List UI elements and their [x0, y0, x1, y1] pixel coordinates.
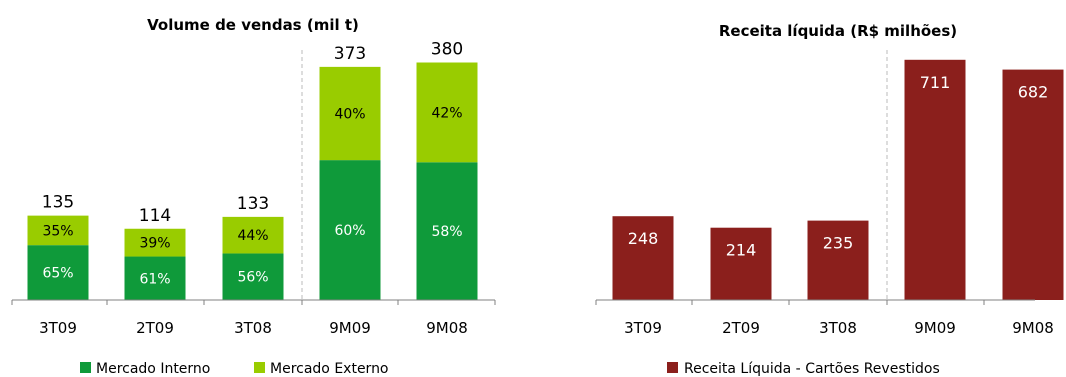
x-tick-9M08: 9M08: [426, 319, 468, 337]
bar-mercado-interno-3T09: [27, 245, 89, 300]
bar-mercado-externo-9M08: [416, 62, 478, 163]
x-tick-receita-2T09: 2T09: [722, 319, 760, 337]
bar-receita-3T09: [612, 216, 674, 300]
total-label-3T09: 135: [42, 193, 74, 213]
label-mercado-externo-3T08: 44%: [237, 228, 268, 244]
receita-bars: 248 214 235 711 682: [612, 59, 1064, 300]
x-tick-receita-9M08: 9M08: [1012, 319, 1054, 337]
label-mercado-externo-9M09: 40%: [334, 107, 365, 123]
volume-chart-title: Volume de vendas (mil t): [147, 16, 359, 34]
legend-swatch-mercado-interno: [80, 362, 91, 373]
label-receita-9M09: 711: [920, 73, 951, 92]
bar-receita-9M08: [1002, 69, 1064, 300]
bar-mercado-externo-3T09: [27, 215, 89, 246]
label-mercado-interno-3T09: 65%: [42, 266, 73, 282]
label-mercado-interno-9M09: 60%: [334, 223, 365, 239]
volume-chart: Volume de vendas (mil t) 65% 35% 135 61% 39%…: [11, 16, 496, 377]
receita-chart-title: Receita líquida (R$ milhões): [719, 22, 957, 40]
legend-label-mercado-externo: Mercado Externo: [270, 361, 389, 377]
total-label-9M09: 373: [334, 44, 366, 64]
label-mercado-interno-3T08: 56%: [237, 270, 268, 286]
volume-bars: 65% 35% 135 61% 39% 114 56% 44% 133 60% 40% 373 58% 4…: [27, 40, 478, 300]
volume-legend: Mercado Interno Mercado Externo: [80, 361, 389, 377]
label-mercado-interno-2T09: 61%: [139, 271, 170, 287]
legend-swatch-mercado-externo: [254, 362, 265, 373]
x-tick-2T09: 2T09: [136, 319, 174, 337]
bar-mercado-externo-2T09: [124, 228, 186, 257]
legend-swatch-receita: [667, 362, 678, 373]
receita-ticks: 3T09 2T09 3T08 9M09 9M08: [595, 300, 1054, 337]
bar-receita-2T09: [710, 227, 772, 300]
bar-receita-9M09: [904, 59, 966, 300]
legend-label-mercado-interno: Mercado Interno: [96, 361, 210, 377]
receita-legend: Receita Líquida - Cartões Revestidos: [667, 361, 940, 377]
bar-mercado-interno-3T08: [222, 253, 284, 300]
total-label-2T09: 114: [139, 206, 171, 226]
label-receita-3T08: 235: [823, 234, 854, 253]
total-label-9M08: 380: [431, 40, 463, 60]
label-mercado-externo-9M08: 42%: [431, 105, 462, 121]
label-receita-9M08: 682: [1018, 83, 1049, 102]
bar-mercado-interno-9M09: [319, 160, 381, 300]
receita-chart: Receita líquida (R$ milhões) 248 214 235 71…: [595, 22, 1064, 377]
label-mercado-externo-3T09: 35%: [42, 223, 73, 239]
bar-mercado-interno-9M08: [416, 162, 478, 300]
x-tick-3T08: 3T08: [234, 319, 272, 337]
label-receita-3T09: 248: [628, 229, 659, 248]
bar-mercado-interno-2T09: [124, 256, 186, 300]
total-label-3T08: 133: [237, 194, 269, 214]
x-tick-receita-3T08: 3T08: [819, 319, 857, 337]
volume-ticks: 3T09 2T09 3T08 9M09 9M08: [11, 300, 496, 337]
legend-label-receita: Receita Líquida - Cartões Revestidos: [684, 361, 940, 377]
label-receita-2T09: 214: [726, 241, 757, 260]
bar-receita-3T08: [807, 220, 869, 300]
label-mercado-externo-2T09: 39%: [139, 236, 170, 252]
bar-mercado-externo-9M09: [319, 66, 381, 161]
bar-mercado-externo-3T08: [222, 216, 284, 254]
x-tick-receita-3T09: 3T09: [624, 319, 662, 337]
x-tick-3T09: 3T09: [39, 319, 77, 337]
x-tick-receita-9M09: 9M09: [914, 319, 956, 337]
label-mercado-interno-9M08: 58%: [431, 224, 462, 240]
x-tick-9M09: 9M09: [329, 319, 371, 337]
